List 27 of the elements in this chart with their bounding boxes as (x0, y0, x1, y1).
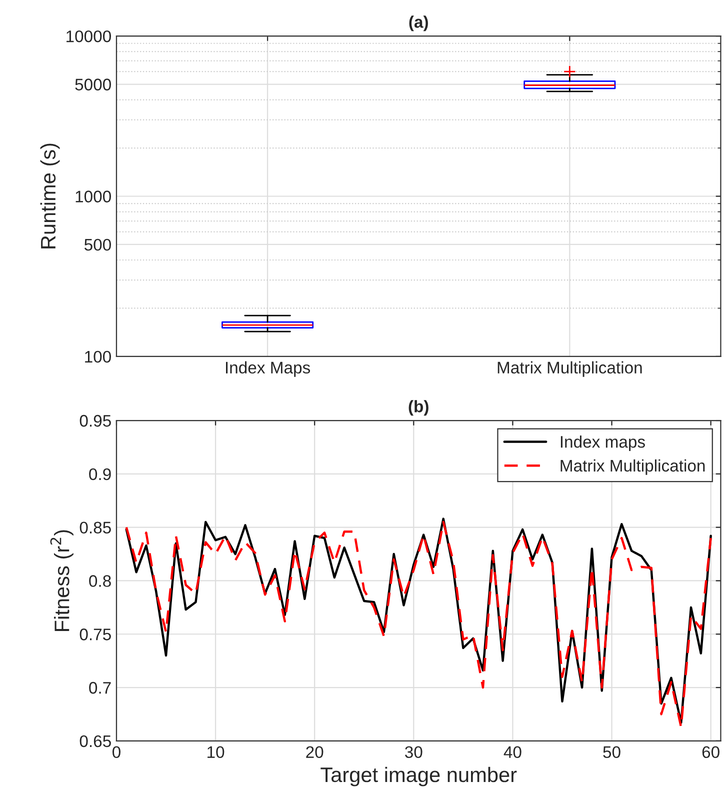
y-tick-label: 0.85 (80, 522, 111, 534)
y-tick-label: 500 (84, 238, 111, 251)
x-tick-label: 50 (603, 746, 620, 758)
y-axis-title: Runtime (s) (40, 144, 60, 248)
x-tick-label: 60 (702, 746, 720, 758)
x-tick-label: 10 (208, 746, 224, 758)
legend-label: Matrix Multiplication (560, 459, 705, 475)
y-tick-label: 0.8 (89, 575, 111, 587)
y-tick-label: 100 (85, 350, 111, 363)
y-tick-label: 0.65 (80, 735, 111, 748)
chart-title: (b) (408, 400, 428, 416)
chart-title: (a) (409, 16, 428, 32)
y-tick-label: 0.7 (89, 682, 111, 694)
x-tick-label: 0 (112, 746, 120, 758)
legend-label: Index maps (560, 436, 645, 452)
y-tick-label: 0.95 (80, 414, 111, 427)
y-tick-label: 10000 (66, 30, 111, 42)
x-tick-label: 40 (504, 746, 522, 758)
y-axis-title: Fitness (r$^{2}$) (50, 530, 74, 631)
y-tick-label: 5000 (75, 78, 111, 90)
y-tick-label: 0.75 (80, 628, 111, 640)
x-tick-label: Index Maps (226, 361, 310, 377)
y-tick-label: 0.9 (89, 468, 111, 480)
y-tick-label: 1000 (76, 190, 111, 202)
x-tick-label: 30 (405, 746, 422, 758)
x-tick-label: 20 (306, 746, 324, 758)
x-axis-title: Target image number (320, 766, 517, 786)
